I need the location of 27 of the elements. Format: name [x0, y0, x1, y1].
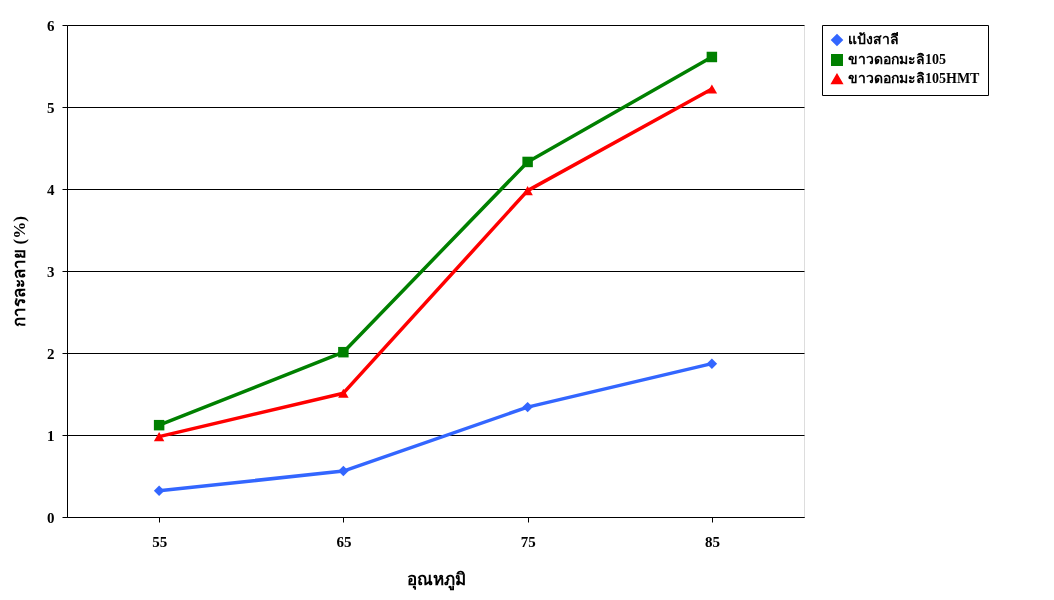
point: [706, 84, 718, 94]
point: [338, 388, 349, 398]
y-tick-label: 2: [47, 345, 55, 362]
y-tick-label: 3: [47, 263, 55, 280]
point: [153, 419, 165, 431]
y-tick-label: 6: [47, 17, 55, 34]
y-tick-label: 4: [47, 181, 55, 198]
legend-label: แป้งสาลี: [848, 32, 899, 47]
point: [522, 401, 533, 413]
point: [522, 156, 533, 168]
point: [706, 51, 718, 63]
y-tick-label: 5: [47, 99, 55, 116]
x-axis-title: อุณหภูมิ: [406, 569, 466, 591]
point: [153, 432, 165, 442]
x-tick-label: 85: [704, 533, 720, 550]
point: [338, 465, 349, 477]
x-tick-label: 75: [520, 533, 536, 550]
y-tick-label: 1: [47, 427, 55, 444]
y-axis-title: การละลาย (%): [10, 216, 29, 327]
point: [522, 186, 533, 196]
x-tick-label: 55: [152, 533, 168, 550]
x-tick-label: 65: [336, 533, 352, 550]
point: [706, 358, 718, 369]
legend-label: ขาวดอกมะลิ105: [848, 52, 946, 67]
point: [338, 346, 349, 358]
y-tick-label: 0: [47, 509, 55, 526]
legend-label: ขาวดอกมะลิ105HMT: [848, 71, 981, 86]
